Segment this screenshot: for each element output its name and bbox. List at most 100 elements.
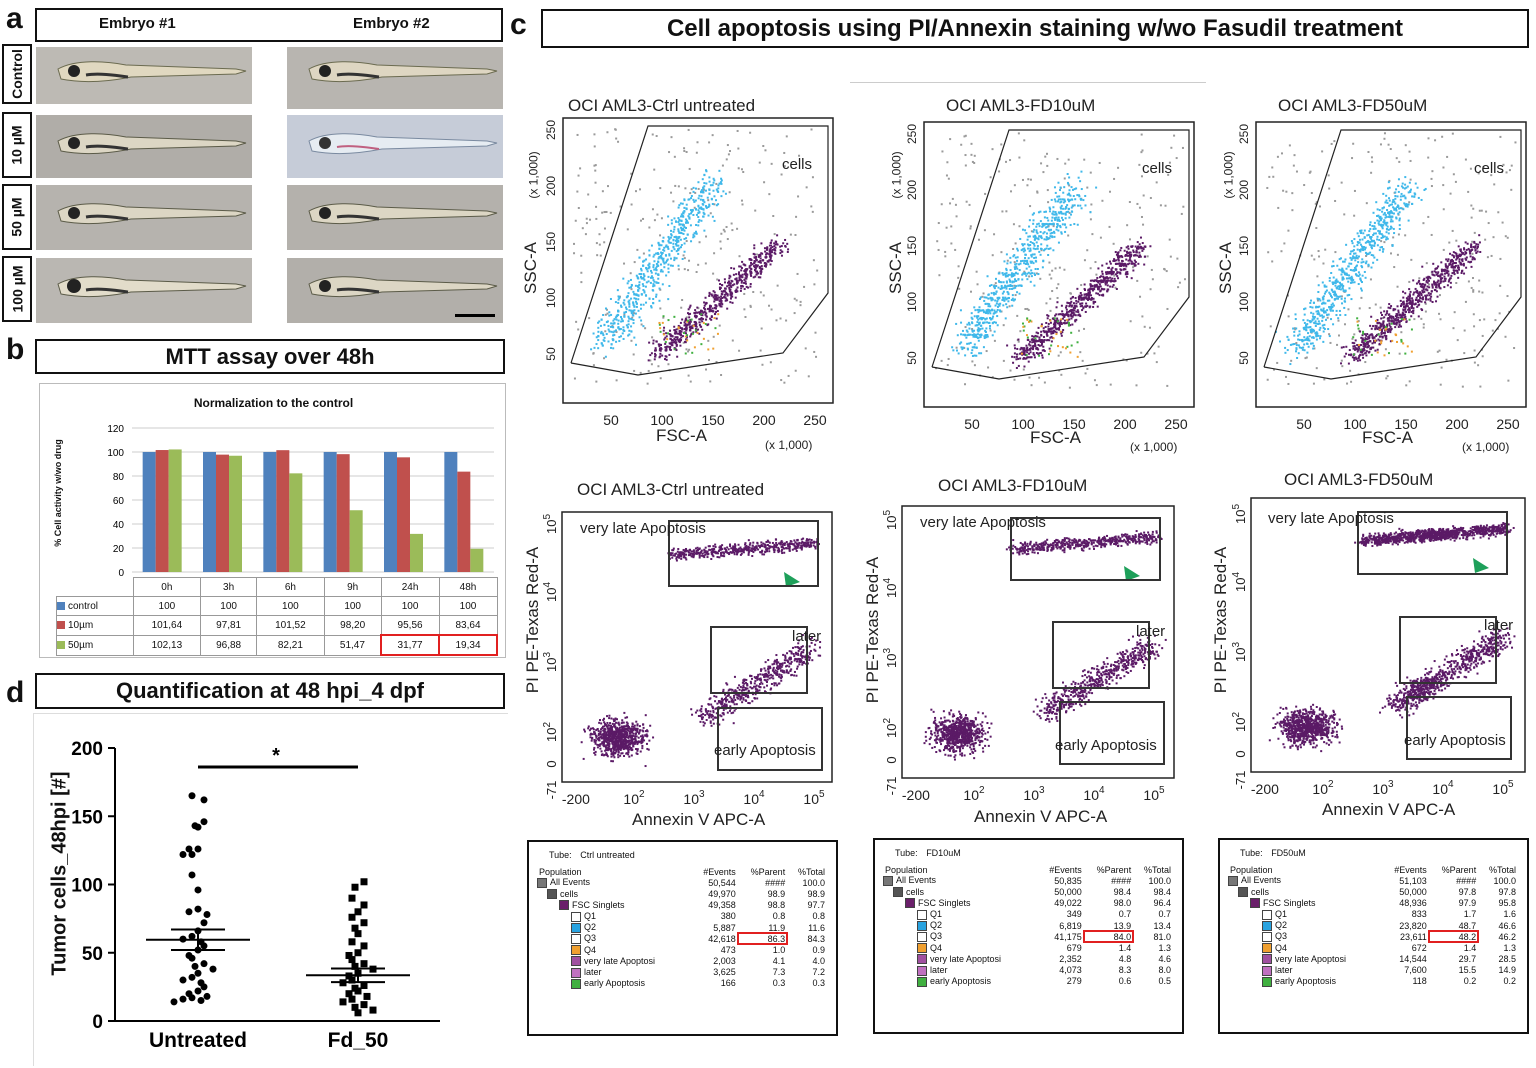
fsc-event-purple <box>654 354 657 357</box>
fsc-event-purple <box>759 260 762 263</box>
fsc-event-blue <box>1342 270 1345 273</box>
fsc-event-purple <box>1032 352 1035 355</box>
fsc-event-purple <box>1029 347 1032 350</box>
fsc-event-blue <box>1013 274 1016 277</box>
fsc-event-purple <box>1135 251 1138 254</box>
fsc-event-blue <box>1420 198 1423 201</box>
fsc-event-purple <box>1119 272 1122 275</box>
fsc-event-blue <box>613 318 616 321</box>
fsc-event-blue <box>1021 273 1024 276</box>
fsc-event-blue <box>1078 194 1081 197</box>
fsc-event-purple <box>1131 245 1134 248</box>
fsc-event-gray <box>1005 210 1008 213</box>
fsc-event-blue <box>1382 192 1385 195</box>
fsc-event-blue <box>1318 328 1321 331</box>
fsc-event-purple <box>1388 319 1391 322</box>
fsc-event-blue <box>996 315 999 318</box>
fsc-event-purple <box>1380 323 1383 326</box>
fsc-event-purple <box>1409 299 1412 302</box>
fsc-event-gray <box>1093 379 1096 382</box>
fsc-event-purple <box>1136 247 1139 250</box>
fsc-event-blue <box>1323 285 1326 288</box>
fsc-event-blue <box>1296 356 1299 359</box>
fsc-event-blue <box>1360 261 1363 264</box>
fsc-event-blue <box>1057 241 1060 244</box>
ssc-ytick: 100 <box>544 288 558 308</box>
fsc-event-purple <box>1376 327 1379 330</box>
fsc-event-blue <box>1342 260 1345 263</box>
fsc-event-gray <box>615 379 618 382</box>
fsc-event-blue <box>1302 326 1305 329</box>
fsc-event-blue <box>1357 255 1360 258</box>
fsc-event-purple <box>729 275 732 278</box>
fsc-event-purple <box>1085 294 1088 297</box>
quant-point-untreated <box>200 796 208 804</box>
fsc-event-blue <box>1318 305 1321 308</box>
fsc-event-purple <box>1089 285 1092 288</box>
fsc-event-blue <box>669 241 672 244</box>
fsc-event-blue <box>1321 324 1324 327</box>
fsc-event-blue <box>1360 264 1363 267</box>
fsc-event-blue <box>1016 259 1019 262</box>
fsc-event-purple <box>1361 339 1364 342</box>
fsc-event-purple <box>759 270 762 273</box>
fsc-event-purple <box>1107 277 1110 280</box>
fsc-event-blue <box>1323 292 1326 295</box>
fsc-event-purple <box>1066 313 1069 316</box>
fsc-event-blue <box>1385 215 1388 218</box>
fsc-event-purple <box>1437 265 1440 268</box>
fsc-event-blue <box>1363 229 1366 232</box>
fsc-event-blue <box>987 297 990 300</box>
fsc-event-blue <box>708 192 711 195</box>
fsc-event-purple <box>1097 281 1100 284</box>
fsc-event-purple <box>1090 287 1093 290</box>
fsc-event-purple <box>1041 342 1044 345</box>
fsc-event-blue <box>1360 279 1363 282</box>
fsc-event-blue <box>987 321 990 324</box>
fsc-event-purple <box>1110 268 1113 271</box>
fsc-event-gray <box>1456 339 1459 342</box>
fsc-event-blue <box>1404 203 1407 206</box>
fsc-event-gray <box>1470 204 1473 207</box>
fsc-event-purple <box>688 329 691 332</box>
fsc-event-gray <box>814 331 817 334</box>
fsc-event-purple <box>1416 305 1419 308</box>
fsc-event-blue <box>1397 178 1400 181</box>
mtt-cell: 51,47 <box>323 634 382 656</box>
fsc-event-purple <box>1083 283 1086 286</box>
fsc-event-blue <box>994 321 997 324</box>
fsc-event-gray <box>1357 320 1360 323</box>
fsc-event-purple <box>1089 284 1092 287</box>
fsc-event-blue <box>1005 298 1008 301</box>
fsc-event-blue <box>597 339 600 342</box>
fsc-event-blue <box>1326 313 1329 316</box>
fsc-event-gray <box>1009 159 1012 162</box>
fsc-event-blue <box>1319 335 1322 338</box>
fsc-event-blue <box>1372 233 1375 236</box>
fsc-event-blue <box>1321 296 1324 299</box>
mtt-bar-50µm <box>470 548 484 572</box>
fsc-event-gray <box>1064 162 1067 165</box>
fsc-event-blue <box>1340 269 1343 272</box>
fsc-event-blue <box>1031 213 1034 216</box>
fsc-event-gray <box>1000 143 1003 146</box>
fsc-event-gray <box>730 222 733 225</box>
fsc-event-blue <box>1006 262 1009 265</box>
fsc-event-gray <box>707 359 710 362</box>
fsc-event-blue <box>1416 186 1419 189</box>
fsc-event-blue <box>960 321 963 324</box>
quant-point-fd50 <box>351 1003 359 1011</box>
fsc-xtick: 250 <box>1164 416 1188 432</box>
fsc-event-gray <box>960 143 963 146</box>
fsc-event-accent <box>690 318 693 321</box>
fsc-event-purple <box>694 328 697 331</box>
fsc-event-blue <box>1035 231 1038 234</box>
fsc-event-purple <box>1126 254 1129 257</box>
fsc-event-blue <box>1316 312 1319 315</box>
fsc-event-blue <box>1310 328 1313 331</box>
fsc-event-blue <box>986 310 989 313</box>
fsc-event-blue <box>712 177 715 180</box>
fsc-event-purple <box>675 349 678 352</box>
fsc-event-purple <box>1069 297 1072 300</box>
fsc-event-blue <box>1026 243 1029 246</box>
